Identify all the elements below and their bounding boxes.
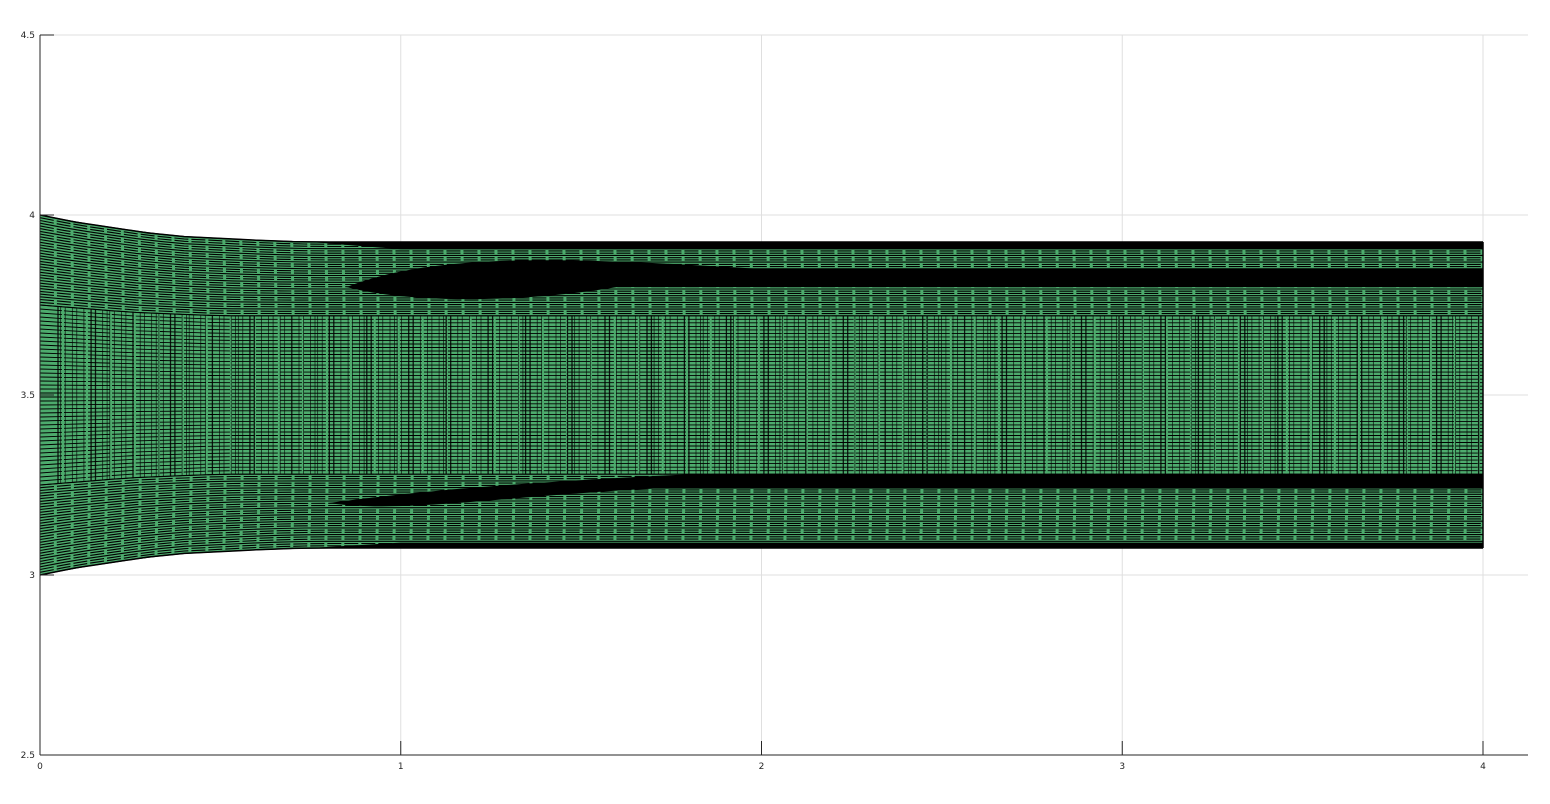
data-layer: [40, 215, 1483, 575]
dark-band-bottom: [311, 543, 1483, 548]
x-tick-label: 2: [759, 762, 765, 772]
x-tick-label: 0: [37, 762, 43, 772]
dark-band-top: [311, 242, 1483, 249]
y-tick-label: 3.5: [21, 391, 35, 401]
y-tick-label: 2.5: [21, 751, 35, 761]
y-tick-label: 4.5: [21, 31, 35, 41]
y-tick-label: 4: [29, 211, 35, 221]
x-tick-label: 4: [1480, 762, 1486, 772]
y-tick-label: 3: [29, 571, 35, 581]
x-tick-label: 1: [398, 762, 404, 772]
x-tick-label: 3: [1119, 762, 1125, 772]
